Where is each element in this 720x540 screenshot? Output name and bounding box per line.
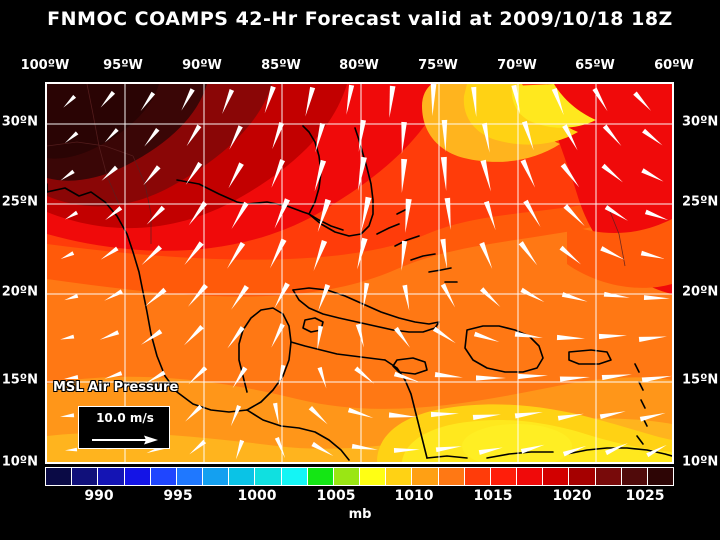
colorbar-segment: [464, 468, 491, 485]
colorbar-segment: [255, 468, 282, 485]
lat-tick-label-left-25n: 25ºN: [1, 194, 38, 210]
lat-tick-label-left-15n: 15ºN: [1, 372, 38, 388]
lon-tick-label-90w: 90ºW: [182, 58, 222, 73]
colorbar-segment: [543, 468, 570, 485]
colorbar-segment: [72, 468, 99, 485]
lat-tick-label-left-20n: 20ºN: [1, 284, 38, 300]
colorbar-segment: [229, 468, 256, 485]
colorbar-segment: [46, 468, 73, 485]
colorbar-segment: [203, 468, 230, 485]
colorbar-units-label: mb: [348, 507, 372, 522]
colorbar-segment: [333, 468, 361, 485]
lon-tick-label-60w: 60ºW: [654, 58, 694, 73]
wind-vector-key: 10.0 m/s: [78, 406, 170, 449]
lon-tick-label-95w: 95ºW: [103, 58, 143, 73]
field-label: MSL Air Pressure: [53, 380, 179, 395]
colorbar-segment: [176, 468, 204, 485]
lat-tick-label-right-10n: 10ºN: [682, 454, 719, 470]
colorbar-segment: [569, 468, 596, 485]
lat-tick-label-left-30n: 30ºN: [1, 114, 38, 130]
lat-tick-label-right-20n: 20ºN: [682, 284, 719, 300]
pressure-colorbar: [45, 467, 674, 486]
lat-tick-label-left-10n: 10ºN: [1, 454, 38, 470]
lat-tick-label-right-25n: 25ºN: [682, 194, 719, 210]
lon-tick-label-100w: 100ºW: [20, 58, 70, 73]
colorbar-segment: [124, 468, 151, 485]
colorbar-segment: [438, 468, 465, 485]
lat-tick-label-right-15n: 15ºN: [682, 372, 719, 388]
colorbar-tick-990: 990: [84, 488, 114, 504]
colorbar-tick-1010: 1010: [394, 488, 434, 504]
wind-vector-key-label: 10.0 m/s: [96, 411, 154, 425]
colorbar-segment: [517, 468, 544, 485]
colorbar-segment: [98, 468, 125, 485]
lon-tick-label-65w: 65ºW: [575, 58, 615, 73]
colorbar-segment: [621, 468, 648, 485]
colorbar-segment: [281, 468, 308, 485]
lat-tick-label-right-30n: 30ºN: [682, 114, 719, 130]
lon-tick-label-85w: 85ºW: [261, 58, 301, 73]
lon-tick-label-70w: 70ºW: [497, 58, 537, 73]
colorbar-segment: [595, 468, 622, 485]
pressure-field-svg: [47, 84, 672, 462]
colorbar-tick-1005: 1005: [316, 488, 356, 504]
graticule-group: [47, 84, 672, 462]
colorbar-segment: [647, 468, 674, 485]
inland-borders-group: [47, 84, 626, 267]
colorbar-segment: [307, 468, 334, 485]
colorbar-tick-1025: 1025: [625, 488, 665, 504]
colorbar-tick-1015: 1015: [473, 488, 513, 504]
colorbar-segment: [386, 468, 413, 485]
colorbar-segment: [490, 468, 518, 485]
colorbar-tick-1000: 1000: [237, 488, 277, 504]
lon-tick-label-80w: 80ºW: [339, 58, 379, 73]
wind-vector-arrow-icon: [92, 435, 158, 445]
map-plot-area[interactable]: [45, 82, 674, 464]
colorbar-segment: [412, 468, 439, 485]
colorbar-segment: [150, 468, 177, 485]
wind-vectors-group: [60, 84, 672, 460]
figure-title: FNMOC COAMPS 42-Hr Forecast valid at 200…: [47, 8, 673, 30]
colorbar-tick-1020: 1020: [552, 488, 592, 504]
colorbar-tick-995: 995: [163, 488, 193, 504]
lon-tick-label-75w: 75ºW: [418, 58, 458, 73]
colorbar-segment: [360, 468, 387, 485]
